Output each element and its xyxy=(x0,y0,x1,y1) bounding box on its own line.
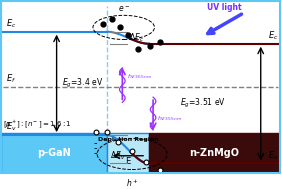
Text: $E_c$: $E_c$ xyxy=(268,29,278,42)
FancyBboxPatch shape xyxy=(149,133,280,173)
Text: -: - xyxy=(94,138,98,148)
Text: $h^+$: $h^+$ xyxy=(126,177,138,189)
Text: $e^-$: $e^-$ xyxy=(118,5,130,15)
Text: E: E xyxy=(125,157,131,166)
FancyBboxPatch shape xyxy=(107,133,149,173)
Text: $h\nu_{355\,nm}$: $h\nu_{355\,nm}$ xyxy=(157,114,182,123)
Text: $E_v$: $E_v$ xyxy=(268,149,279,162)
Text: $[p^+]:[n^-]=1.6:1$: $[p^+]:[n^-]=1.6:1$ xyxy=(3,118,72,130)
Text: $E_f$: $E_f$ xyxy=(6,73,16,85)
Text: $\Delta E_c$: $\Delta E_c$ xyxy=(129,32,144,44)
Text: UV light: UV light xyxy=(207,3,242,12)
Text: $E_c$: $E_c$ xyxy=(6,17,17,30)
Text: $\Delta E_v$: $\Delta E_v$ xyxy=(110,150,125,162)
Text: Depletion Region: Depletion Region xyxy=(98,137,158,142)
Text: $E_v$: $E_v$ xyxy=(6,121,17,133)
Text: -: - xyxy=(94,143,98,153)
FancyBboxPatch shape xyxy=(1,133,107,173)
Text: $E_g$=3.4 eV: $E_g$=3.4 eV xyxy=(62,77,103,90)
Text: n-ZnMgO: n-ZnMgO xyxy=(190,148,240,158)
Text: $E_g$=3.51 eV: $E_g$=3.51 eV xyxy=(180,97,226,110)
Text: -: - xyxy=(94,148,98,158)
Text: $h\nu_{365\,nm}$: $h\nu_{365\,nm}$ xyxy=(127,72,152,81)
Text: p-GaN: p-GaN xyxy=(37,148,71,158)
